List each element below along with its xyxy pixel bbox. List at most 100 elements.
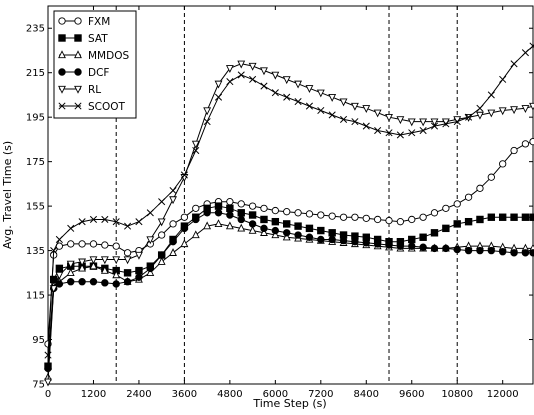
data-point	[419, 118, 428, 127]
data-point	[157, 256, 166, 265]
x-tick-label: 9600	[399, 389, 424, 400]
data-point	[249, 75, 257, 83]
data-point	[339, 98, 348, 107]
legend-entry: DCF	[58, 67, 109, 79]
data-point	[351, 213, 359, 221]
series-line	[47, 141, 534, 345]
data-point	[510, 60, 518, 68]
legend: FXM SAT MMDOS DCF RL SCOOT	[53, 10, 137, 119]
data-point	[158, 231, 166, 239]
data-point	[44, 351, 52, 359]
data-point	[169, 186, 177, 195]
data-point	[169, 196, 177, 205]
data-point	[123, 278, 132, 286]
data-point	[135, 266, 143, 275]
data-point	[498, 107, 507, 116]
data-point	[521, 105, 530, 113]
data-point	[373, 109, 382, 118]
data-point	[180, 224, 189, 233]
data-point	[396, 242, 405, 250]
legend-marker	[74, 85, 82, 94]
x-tick-label: 10800	[441, 389, 473, 400]
data-point	[78, 263, 87, 272]
data-point	[203, 209, 211, 217]
y-tick-label: 235	[26, 24, 45, 35]
data-point	[78, 240, 86, 248]
data-point	[521, 213, 530, 221]
data-point	[408, 129, 416, 137]
series-rl	[44, 60, 534, 387]
data-point	[339, 236, 348, 245]
data-point	[419, 243, 427, 251]
legend-marker	[74, 102, 82, 110]
data-point	[112, 256, 121, 265]
data-point	[180, 213, 189, 221]
data-point	[214, 93, 223, 101]
data-point	[55, 271, 64, 280]
data-point	[442, 244, 450, 253]
y-tick-label: 95	[32, 335, 45, 346]
data-point	[487, 173, 495, 181]
data-point	[66, 260, 75, 269]
x-tick-label: 8400	[354, 389, 379, 400]
data-point	[396, 131, 404, 139]
data-point	[442, 120, 450, 128]
data-point	[112, 270, 121, 279]
data-point	[112, 280, 120, 288]
legend-entry: SCOOT	[58, 101, 126, 113]
data-point	[112, 242, 120, 250]
data-point	[248, 225, 257, 234]
data-point	[453, 118, 461, 126]
data-point	[419, 126, 427, 135]
data-point	[396, 116, 405, 125]
data-point	[510, 106, 518, 115]
data-point	[226, 198, 234, 206]
data-point	[487, 246, 496, 255]
data-point	[317, 106, 325, 115]
data-point	[385, 241, 393, 249]
x-tick-label: 12000	[487, 389, 519, 400]
data-point	[203, 118, 211, 126]
data-point	[260, 224, 268, 233]
data-point	[237, 209, 245, 217]
data-point	[396, 218, 405, 226]
data-point	[260, 228, 268, 236]
data-point	[271, 71, 280, 80]
legend-marker	[74, 17, 82, 25]
data-point	[476, 111, 484, 120]
data-point	[510, 213, 518, 221]
data-point	[135, 251, 143, 260]
data-point	[78, 278, 86, 286]
data-point	[146, 264, 155, 273]
data-point	[430, 244, 439, 253]
data-point	[214, 209, 223, 217]
data-point	[351, 237, 359, 246]
data-point	[510, 146, 518, 155]
legend-label: MMDOS	[88, 50, 129, 62]
y-axis-label: Avg. Travel Time (s)	[1, 141, 14, 249]
data-point	[316, 89, 325, 98]
data-point	[146, 236, 155, 245]
data-point	[44, 364, 52, 373]
data-point	[442, 224, 450, 233]
legend-label: DCF	[88, 67, 109, 79]
data-point	[146, 268, 155, 276]
data-point	[453, 220, 461, 228]
y-tick-label: 175	[26, 157, 45, 168]
data-point	[487, 91, 495, 99]
data-point	[430, 209, 439, 217]
data-point	[191, 230, 200, 239]
data-point	[529, 137, 534, 146]
legend-marker	[58, 68, 66, 76]
data-point	[510, 249, 518, 257]
data-point	[283, 229, 291, 237]
data-point	[89, 278, 98, 286]
data-point	[271, 217, 280, 226]
legend-entry: MMDOS	[58, 50, 129, 62]
data-point	[248, 202, 257, 210]
data-point	[305, 102, 313, 110]
data-point	[260, 67, 268, 76]
data-point	[158, 198, 166, 206]
data-point	[123, 256, 132, 265]
